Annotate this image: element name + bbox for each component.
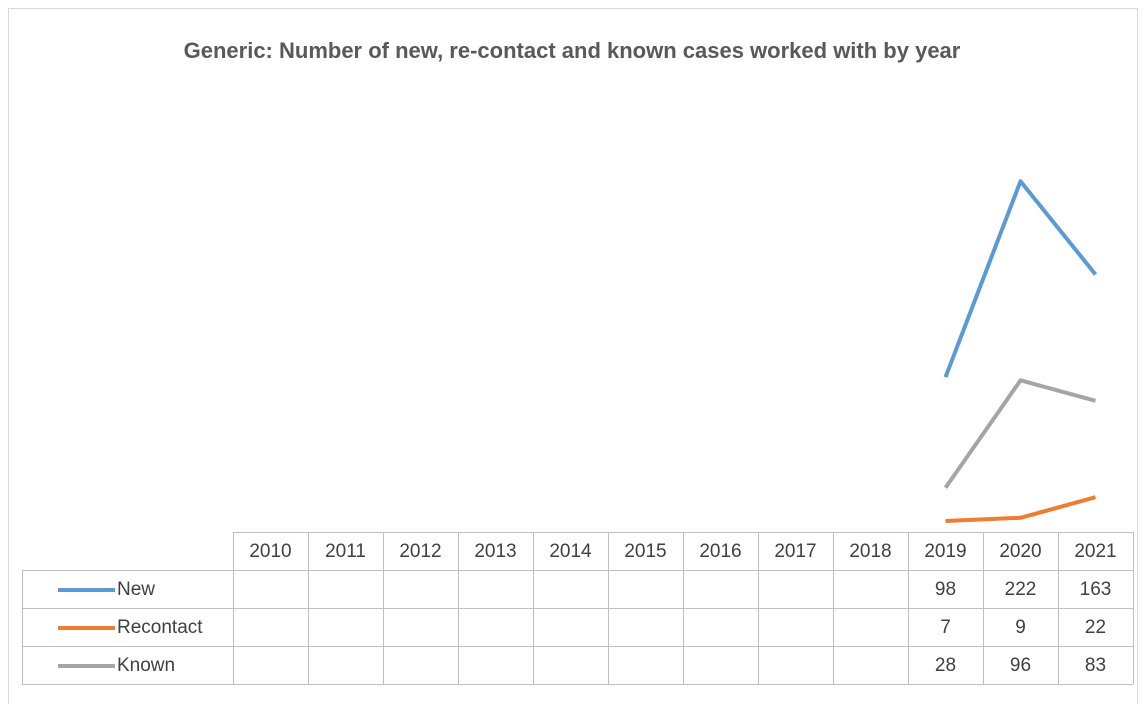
category-label: 2011 <box>325 541 366 562</box>
category-label: 2010 <box>249 541 291 562</box>
table-value: 163 <box>1080 579 1112 600</box>
category-label: 2017 <box>774 541 816 562</box>
chart-border <box>8 8 1138 704</box>
category-label: 2013 <box>474 541 516 562</box>
category-label: 2015 <box>624 541 666 562</box>
table-value: 9 <box>1015 617 1026 638</box>
table-value: 98 <box>935 579 956 600</box>
category-label: 2018 <box>849 541 891 562</box>
category-label: 2020 <box>999 541 1041 562</box>
series-line <box>945 495 1097 523</box>
table-value: 222 <box>1005 579 1037 600</box>
table-value: 28 <box>935 655 956 676</box>
category-label: 2014 <box>549 541 592 562</box>
chart-title: Generic: Number of new, re-contact and k… <box>183 38 961 63</box>
category-label: 2021 <box>1074 541 1116 562</box>
series-line <box>943 378 1097 489</box>
legend-label: Known <box>117 655 175 676</box>
category-label: 2012 <box>399 541 441 562</box>
category-label: 2019 <box>924 541 966 562</box>
table-value: 96 <box>1010 655 1031 676</box>
series-line <box>943 179 1098 378</box>
legend-label: New <box>117 579 155 600</box>
table-value: 7 <box>940 617 951 638</box>
table-value: 83 <box>1085 655 1106 676</box>
category-label: 2016 <box>699 541 741 562</box>
table-value: 22 <box>1085 617 1106 638</box>
legend-label: Recontact <box>117 617 203 638</box>
